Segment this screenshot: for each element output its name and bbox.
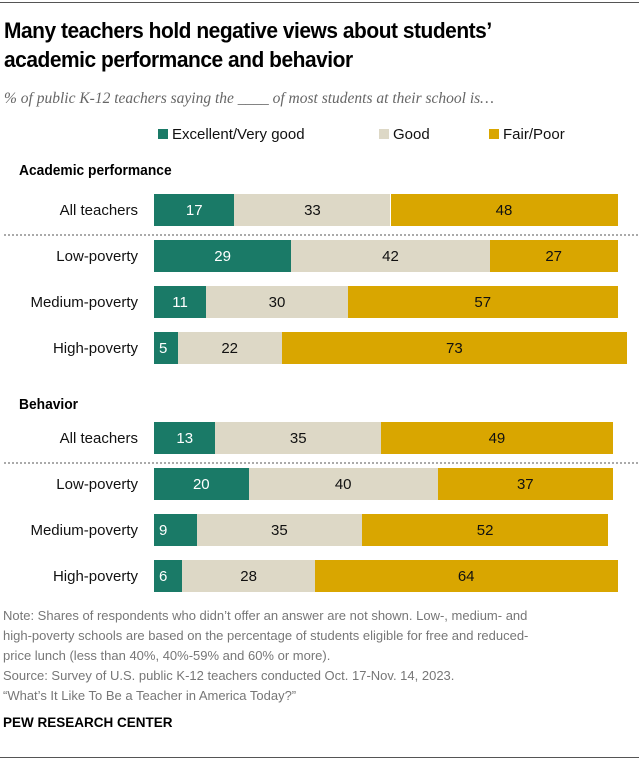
data-label: 40	[334, 475, 352, 493]
data-label: 35	[289, 429, 307, 447]
bottom-rule	[0, 757, 639, 758]
data-label: 9	[159, 521, 168, 539]
footnote: Note: Shares of respondents who didn’t o…	[3, 606, 635, 706]
bar-segment-excellent: 11	[154, 286, 207, 318]
legend-item-good: Good	[379, 125, 430, 143]
bar-segment-fair: 73	[281, 332, 627, 364]
bar-segment-good: 22	[177, 332, 282, 364]
data-label: 52	[476, 521, 494, 539]
dotted-divider	[4, 234, 638, 236]
data-label: 22	[221, 339, 238, 357]
bar-segment-good: 35	[196, 514, 363, 546]
chart-title: Many teachers hold negative views about …	[4, 16, 590, 74]
data-label: 28	[240, 567, 257, 585]
bar-segment-excellent: 20	[154, 468, 249, 500]
bar-segment-good: 28	[182, 560, 315, 592]
legend-swatch-excellent	[158, 129, 168, 139]
data-label: 17	[185, 201, 203, 219]
bar-segment-excellent: 13	[154, 422, 216, 454]
data-label: 5	[159, 339, 168, 357]
section-title-behavior: Behavior	[19, 396, 79, 413]
data-label: 27	[545, 247, 563, 265]
data-label: 64	[457, 567, 475, 585]
data-label: 13	[176, 429, 194, 447]
row-label: Low-poverty	[56, 476, 138, 493]
data-label: 42	[382, 247, 399, 265]
bar-segment-good: 42	[291, 240, 490, 272]
dotted-divider	[4, 462, 638, 464]
legend-label-fair: Fair/Poor	[503, 125, 565, 143]
data-label: 57	[474, 293, 492, 311]
bar-segment-excellent: 29	[154, 240, 292, 272]
legend-item-fair: Fair/Poor	[489, 125, 565, 143]
data-label: 35	[270, 521, 288, 539]
row-label: All teachers	[59, 202, 138, 219]
bar-segment-good: 30	[206, 286, 348, 318]
bar-segment-excellent: 17	[154, 194, 235, 226]
bar-segment-good: 35	[215, 422, 382, 454]
row-label: All teachers	[59, 430, 138, 447]
section-title-academic: Academic performance	[19, 162, 172, 179]
source-line-1: Source: Survey of U.S. public K-12 teach…	[3, 668, 455, 683]
bar-segment-fair: 64	[314, 560, 618, 592]
row-label: Low-poverty	[56, 248, 138, 265]
data-label: 11	[172, 293, 188, 311]
title-line-1: Many teachers hold negative views about …	[4, 18, 492, 43]
data-label: 49	[488, 429, 506, 447]
data-label: 30	[268, 293, 286, 311]
bar-segment-fair: 49	[381, 422, 613, 454]
source-line-2: “What’s It Like To Be a Teacher in Ameri…	[3, 688, 297, 703]
title-line-2: academic performance and behavior	[4, 47, 353, 72]
bar-segment-good: 40	[248, 468, 438, 500]
data-label: 48	[495, 201, 513, 219]
legend-swatch-fair	[489, 129, 499, 139]
bar-segment-fair: 48	[390, 194, 618, 226]
data-label: 33	[304, 201, 321, 219]
bar-segment-excellent: 9	[154, 514, 197, 546]
legend-label-good: Good	[393, 125, 430, 143]
row-label: High-poverty	[52, 568, 138, 585]
note-line-2: high-poverty schools are based on the pe…	[3, 628, 529, 643]
note-line-1: Note: Shares of respondents who didn’t o…	[3, 608, 528, 623]
data-label: 37	[516, 475, 534, 493]
note-line-3: price lunch (less than 40%, 40%-59% and …	[3, 648, 331, 663]
row-label: Medium-poverty	[30, 522, 138, 539]
data-label: 20	[192, 475, 210, 493]
row-label: High-poverty	[52, 340, 138, 357]
brand-logo-text: PEW RESEARCH CENTER	[3, 715, 173, 730]
bar-segment-excellent: 5	[154, 332, 178, 364]
bar-segment-fair: 27	[489, 240, 618, 272]
bar-segment-fair: 57	[347, 286, 618, 318]
chart-subtitle: % of public K-12 teachers saying the ___…	[4, 90, 494, 107]
legend-label-excellent: Excellent/Very good	[172, 125, 305, 143]
bar-segment-fair: 37	[437, 468, 613, 500]
bar-segment-good: 33	[234, 194, 391, 226]
data-label: 6	[159, 567, 168, 585]
top-rule	[0, 2, 639, 3]
bar-segment-fair: 52	[362, 514, 609, 546]
data-label: 73	[446, 339, 463, 357]
row-label: Medium-poverty	[30, 294, 138, 311]
legend-swatch-good	[379, 129, 389, 139]
bar-segment-excellent: 6	[154, 560, 183, 592]
data-label: 29	[214, 247, 231, 265]
legend-item-excellent: Excellent/Very good	[158, 125, 305, 143]
